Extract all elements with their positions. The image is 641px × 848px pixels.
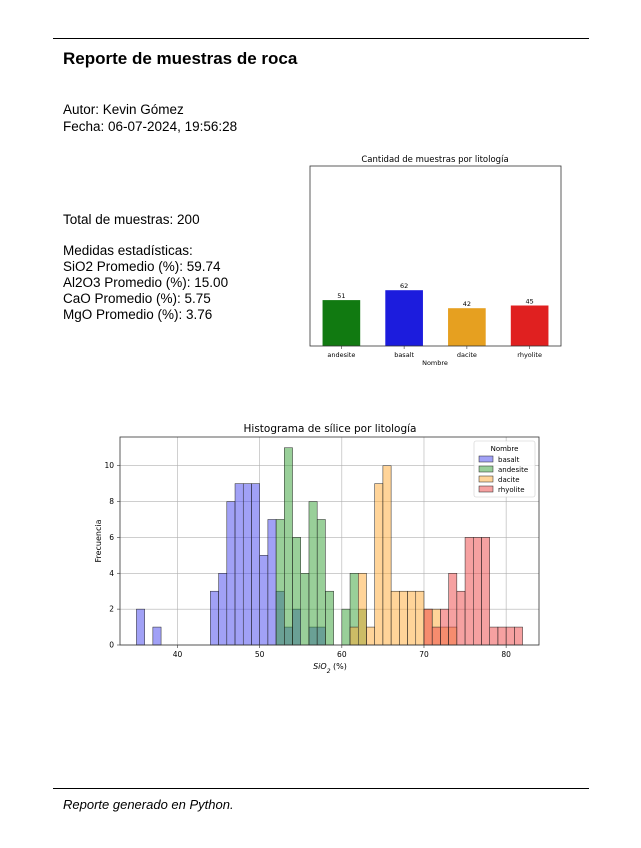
- histogram-bar-dacite: [390, 590, 400, 646]
- histogram-bar-basalt: [259, 555, 269, 646]
- histogram-bar-andesite: [284, 447, 293, 646]
- silica-histogram: Histograma de sílice por litología 40 50 6…: [94, 423, 540, 675]
- bar-category-label: rhyolite: [517, 351, 542, 359]
- bar-category-label: dacite: [457, 351, 477, 359]
- date-line: Fecha: 06-07-2024, 19:56:28: [63, 119, 238, 134]
- histogram-bar-rhyolite: [456, 590, 466, 646]
- bar-value-label: 42: [463, 300, 471, 308]
- histogram-bar-dacite: [415, 590, 425, 646]
- report-footer: Reporte generado en Python.: [63, 797, 234, 812]
- stat-al2o3: Al2O3 Promedio (%): 15.00: [63, 275, 229, 290]
- legend-label-andesite: andesite: [498, 466, 528, 474]
- legend-swatch-basalt: [478, 455, 494, 463]
- histogram-bar-rhyolite: [448, 573, 458, 646]
- histogram-bar-andesite: [300, 573, 310, 646]
- histogram-bar-basalt: [251, 483, 260, 646]
- histogram-bar-rhyolite: [481, 537, 490, 646]
- bar-category-label: andesite: [327, 351, 355, 359]
- bar-value-label: 62: [400, 282, 408, 290]
- total-samples: Total de muestras: 200: [63, 212, 200, 227]
- histogram-bar-dacite: [399, 590, 408, 646]
- legend-label-basalt: basalt: [498, 456, 520, 464]
- bar-dacite: [448, 308, 486, 346]
- legend-box: [473, 440, 536, 498]
- legend-label-rhyolite: rhyolite: [498, 486, 525, 494]
- bottom-rule: [53, 788, 589, 789]
- histogram-frame: [119, 436, 540, 646]
- histogram-bar-basalt: [242, 483, 252, 646]
- histogram-bar-rhyolite: [514, 626, 523, 646]
- histogram-ylabel: Frecuencia: [94, 519, 103, 562]
- legend-label-dacite: dacite: [498, 476, 520, 484]
- histogram-bar-dacite: [374, 483, 384, 646]
- histogram-ytick-label: 10: [104, 461, 114, 470]
- bar-chart-xlabel: Nombre: [422, 359, 448, 367]
- histogram-bar-basalt: [267, 519, 277, 646]
- histogram-bar-andesite: [316, 519, 326, 646]
- histogram-ytick-label: 2: [109, 605, 114, 614]
- histogram-bar-andesite: [325, 590, 334, 646]
- bar-basalt: [385, 290, 423, 346]
- histogram-xtick-label: 40: [173, 650, 183, 659]
- histogram-bar-dacite: [358, 573, 367, 646]
- bar-andesite: [322, 300, 361, 346]
- histogram-bar-dacite: [349, 626, 359, 646]
- histogram-bar-andesite: [341, 608, 351, 646]
- legend-swatch-andesite: [478, 465, 494, 473]
- histogram-bar-rhyolite: [464, 537, 474, 646]
- histogram-ytick-label: 6: [109, 533, 114, 542]
- report-title: Reporte de muestras de roca: [63, 49, 298, 68]
- histogram-bar-basalt: [226, 501, 236, 646]
- lithology-bar-chart: Cantidad de muestras por litología 51 and…: [309, 155, 562, 367]
- histogram-bar-dacite: [407, 590, 417, 646]
- histogram-bar-dacite: [366, 626, 375, 646]
- histogram-bar-rhyolite: [431, 626, 441, 646]
- bar-value-label: 51: [337, 292, 345, 300]
- bar-rhyolite: [510, 305, 549, 346]
- bar-value-label: 45: [525, 298, 533, 306]
- stats-heading: Medidas estadísticas:: [63, 243, 193, 258]
- histogram-bar-rhyolite: [423, 608, 433, 646]
- histogram-bar-basalt: [210, 590, 219, 646]
- histogram-bar-andesite: [275, 519, 285, 646]
- histogram-bar-basalt: [152, 626, 162, 646]
- histogram-xtick-label: 60: [337, 650, 347, 659]
- histogram-bar-rhyolite: [489, 626, 499, 646]
- histogram-bar-basalt: [218, 573, 228, 646]
- histogram-bar-andesite: [308, 501, 318, 646]
- histogram-bar-rhyolite: [473, 537, 482, 646]
- legend-title: Nombre: [491, 445, 519, 453]
- histogram-xtick-label: 80: [501, 650, 511, 659]
- legend-swatch-dacite: [478, 475, 494, 483]
- bar-chart-title: Cantidad de muestras por litología: [361, 155, 508, 165]
- histogram-bar-basalt: [136, 608, 145, 646]
- histogram-xtick-label: 70: [419, 650, 429, 659]
- histogram-legend: Nombre basalt andesite dacite rhyolite: [473, 440, 536, 498]
- histogram-bar-rhyolite: [440, 608, 449, 646]
- stat-cao: CaO Promedio (%): 5.75: [63, 291, 211, 306]
- histogram-ytick-label: 0: [109, 641, 114, 650]
- stat-sio2: SiO2 Promedio (%): 59.74: [63, 259, 221, 274]
- top-rule: [53, 38, 589, 39]
- histogram-bar-rhyolite: [505, 626, 515, 646]
- bar-category-label: basalt: [394, 351, 414, 359]
- histogram-bar-basalt: [234, 483, 244, 646]
- histogram-bar-andesite: [292, 537, 301, 646]
- histogram-title: Histograma de sílice por litología: [244, 423, 417, 435]
- histogram-xlabel: SiO2 (%): [313, 662, 347, 675]
- histogram-bar-rhyolite: [497, 626, 507, 646]
- histogram-ytick-label: 8: [109, 497, 114, 506]
- author-line: Autor: Kevin Gómez: [63, 102, 184, 117]
- histogram-bar-dacite: [382, 465, 392, 646]
- stat-mgo: MgO Promedio (%): 3.76: [63, 307, 213, 322]
- legend-swatch-rhyolite: [478, 485, 494, 493]
- histogram-xtick-label: 50: [255, 650, 265, 659]
- histogram-ytick-label: 4: [109, 569, 114, 578]
- bar-chart-frame: [309, 165, 562, 347]
